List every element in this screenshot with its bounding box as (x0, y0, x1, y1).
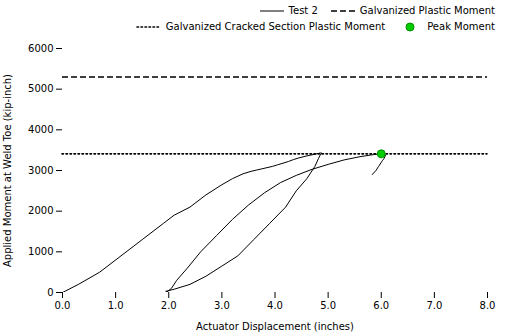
svg-text:6000: 6000 (28, 43, 53, 54)
svg-text:1.0: 1.0 (108, 300, 124, 311)
html-text:Galvanized Plastic Moment: Galvanized Plastic Moment (359, 5, 495, 16)
svg-text:3.0: 3.0 (214, 300, 230, 311)
html-text:Peak Moment: Peak Moment (427, 21, 495, 32)
svg-text:2.0: 2.0 (161, 300, 177, 311)
svg-text:2000: 2000 (28, 205, 53, 216)
svg-text:7.0: 7.0 (426, 300, 442, 311)
svg-text:8.0: 8.0 (480, 300, 496, 311)
svg-text:5.0: 5.0 (320, 300, 336, 311)
svg-text:Actuator Displacement (inches): Actuator Displacement (inches) (196, 321, 354, 332)
svg-text:4.0: 4.0 (267, 300, 283, 311)
html-text:Test 2: Test 2 (288, 5, 318, 16)
svg-text:Applied Moment at Weld Toe (ki: Applied Moment at Weld Toe (kip-inch) (2, 74, 13, 267)
svg-text:5000: 5000 (28, 83, 53, 94)
svg-text:6.0: 6.0 (373, 300, 389, 311)
svg-text:0: 0 (47, 287, 53, 298)
svg-text:0.0: 0.0 (55, 300, 71, 311)
html-text:Galvanized Cracked Section Pla: Galvanized Cracked Section Plastic Momen… (165, 21, 386, 32)
svg-text:3000: 3000 (28, 165, 53, 176)
svg-text:4000: 4000 (28, 124, 53, 135)
svg-text:1000: 1000 (28, 246, 53, 257)
